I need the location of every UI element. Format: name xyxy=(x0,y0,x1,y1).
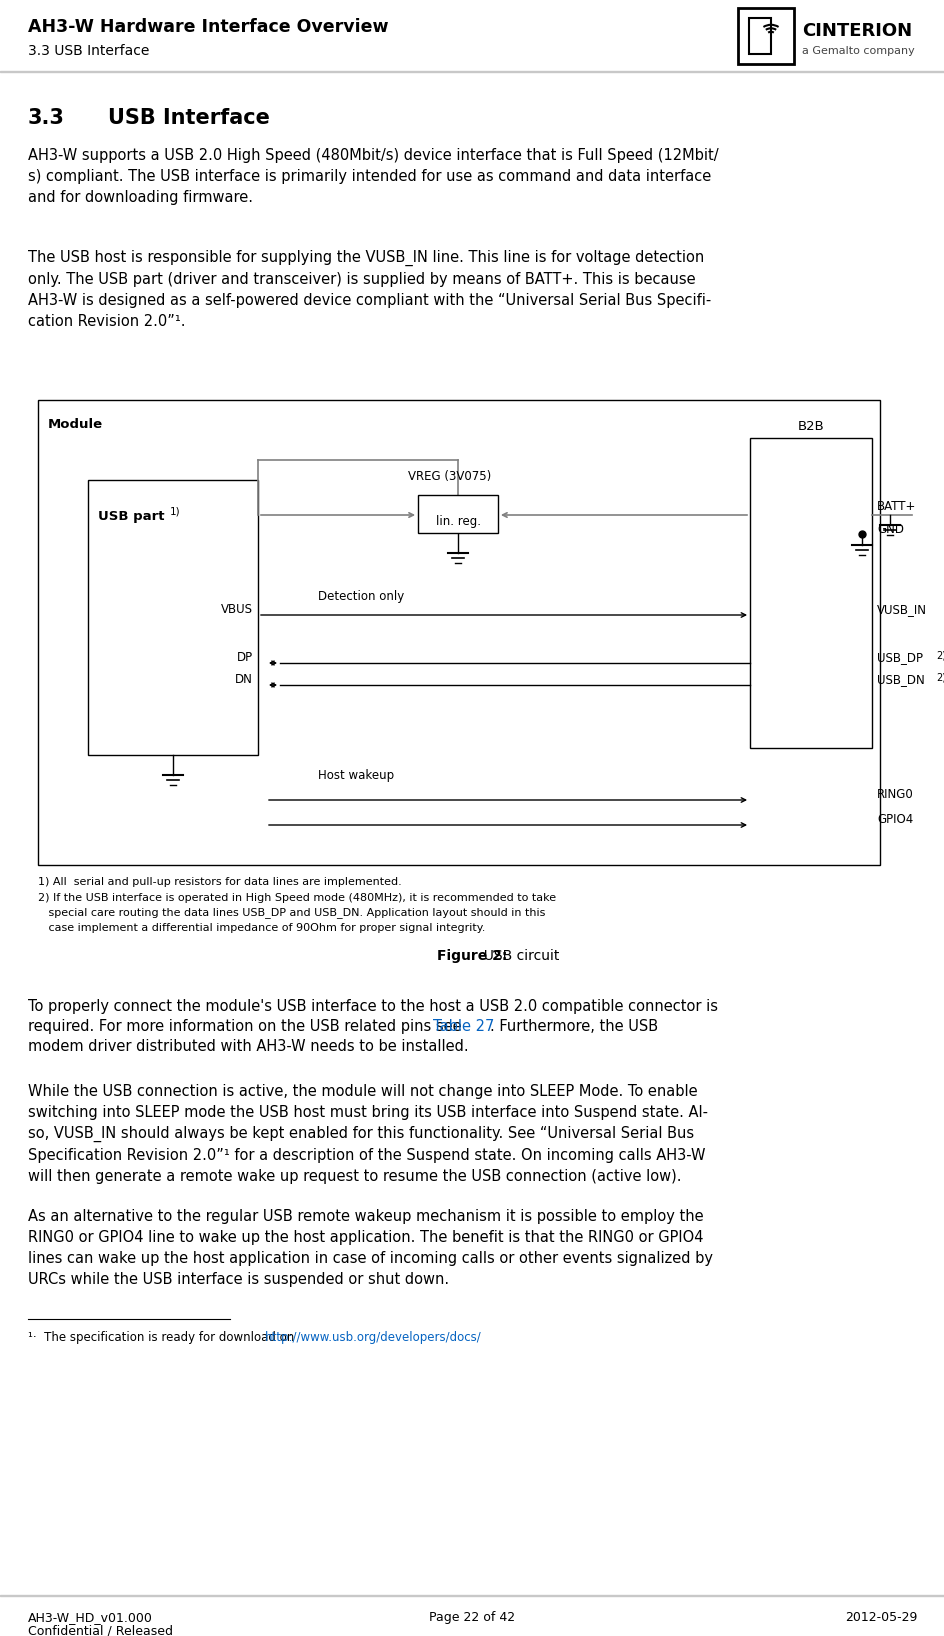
Text: modem driver distributed with AH3-W needs to be installed.: modem driver distributed with AH3-W need… xyxy=(28,1039,468,1054)
Text: Table 27: Table 27 xyxy=(432,1019,494,1034)
Text: Confidential / Released: Confidential / Released xyxy=(28,1625,173,1636)
Text: 1) All  serial and pull-up resistors for data lines are implemented.: 1) All serial and pull-up resistors for … xyxy=(38,877,401,887)
Text: VBUS: VBUS xyxy=(221,604,253,617)
Text: AH3-W_HD_v01.000: AH3-W_HD_v01.000 xyxy=(28,1611,153,1625)
Text: Detection only: Detection only xyxy=(318,591,404,604)
Text: DN: DN xyxy=(235,672,253,685)
Text: B2B: B2B xyxy=(797,420,823,434)
Text: While the USB connection is active, the module will not change into SLEEP Mode. : While the USB connection is active, the … xyxy=(28,1085,707,1184)
Text: VUSB_IN: VUSB_IN xyxy=(876,604,926,617)
Text: GPIO4: GPIO4 xyxy=(876,813,912,826)
Bar xyxy=(749,18,770,54)
Text: RING0: RING0 xyxy=(876,789,913,802)
Bar xyxy=(88,479,258,754)
Bar xyxy=(38,399,879,865)
Text: 3.3: 3.3 xyxy=(28,108,65,128)
Text: 2): 2) xyxy=(935,651,944,661)
Text: GND: GND xyxy=(876,524,903,537)
Text: As an alternative to the regular USB remote wakeup mechanism it is possible to e: As an alternative to the regular USB rem… xyxy=(28,1209,712,1288)
Text: CINTERION: CINTERION xyxy=(801,21,911,39)
Text: VREG (3V075): VREG (3V075) xyxy=(408,470,491,483)
Text: USB circuit: USB circuit xyxy=(474,949,559,964)
Text: 2): 2) xyxy=(935,672,944,682)
Bar xyxy=(737,8,793,64)
Bar xyxy=(750,438,871,748)
Text: Page 22 of 42: Page 22 of 42 xyxy=(429,1611,514,1625)
Text: a Gemalto company: a Gemalto company xyxy=(801,46,914,56)
Text: USB Interface: USB Interface xyxy=(108,108,270,128)
Text: lin. reg.: lin. reg. xyxy=(435,514,480,527)
Text: 2) If the USB interface is operated in High Speed mode (480MHz), it is recommend: 2) If the USB interface is operated in H… xyxy=(38,893,555,933)
Text: To properly connect the module's USB interface to the host a USB 2.0 compatible : To properly connect the module's USB int… xyxy=(28,1000,717,1014)
Text: http://www.usb.org/developers/docs/: http://www.usb.org/developers/docs/ xyxy=(264,1332,481,1345)
Text: AH3-W Hardware Interface Overview: AH3-W Hardware Interface Overview xyxy=(28,18,388,36)
Text: DP: DP xyxy=(237,651,253,664)
Text: Figure 2:: Figure 2: xyxy=(436,949,507,964)
Text: . Furthermore, the USB: . Furthermore, the USB xyxy=(490,1019,657,1034)
Text: The USB host is responsible for supplying the VUSB_IN line. This line is for vol: The USB host is responsible for supplyin… xyxy=(28,250,711,329)
Text: 3.3 USB Interface: 3.3 USB Interface xyxy=(28,44,149,57)
Text: AH3-W supports a USB 2.0 High Speed (480Mbit/s) device interface that is Full Sp: AH3-W supports a USB 2.0 High Speed (480… xyxy=(28,147,717,204)
Text: required. For more information on the USB related pins see: required. For more information on the US… xyxy=(28,1019,465,1034)
Text: 1): 1) xyxy=(170,506,180,515)
Text: BATT+: BATT+ xyxy=(876,501,916,514)
Text: USB_DN: USB_DN xyxy=(876,672,924,685)
Bar xyxy=(417,496,497,533)
Text: ¹·  The specification is ready for download on: ¹· The specification is ready for downlo… xyxy=(28,1332,297,1345)
Text: USB part: USB part xyxy=(98,510,164,524)
Text: 2012-05-29: 2012-05-29 xyxy=(844,1611,916,1625)
Text: Host wakeup: Host wakeup xyxy=(318,769,394,782)
Text: Module: Module xyxy=(48,419,103,430)
Text: USB_DP: USB_DP xyxy=(876,651,922,664)
